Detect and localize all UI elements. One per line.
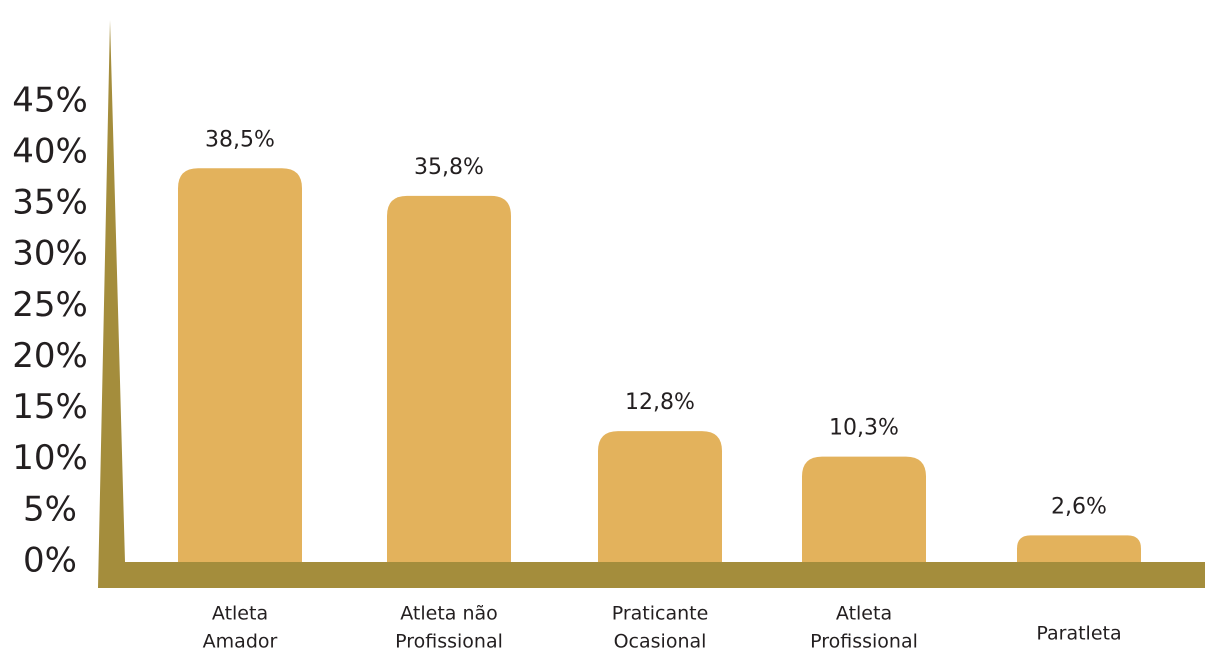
bar (1017, 535, 1141, 562)
y-tick-label: 15% (12, 387, 88, 427)
y-tick-label: 35% (12, 183, 88, 223)
y-tick-label: 30% (12, 234, 88, 274)
y-tick-label: 10% (12, 438, 88, 478)
x-tick-label: Paratleta (1036, 623, 1121, 645)
value-label: 10,3% (829, 416, 899, 441)
x-tick-label: Praticante (612, 603, 709, 625)
value-label: 2,6% (1051, 494, 1107, 519)
bar (178, 168, 302, 562)
x-tick-label: Amador (203, 631, 278, 653)
x-tick-label: Atleta (836, 603, 892, 625)
bar (802, 456, 926, 562)
x-tick-label: Profissional (395, 631, 503, 653)
x-tick-label: Atleta não (400, 603, 498, 625)
y-tick-label: 20% (12, 336, 88, 376)
x-tick-label: Atleta (212, 603, 268, 625)
y-tick-label: 45% (12, 80, 88, 120)
value-label: 12,8% (625, 390, 695, 415)
y-tick-label: 5% (23, 489, 77, 529)
y-tick-label: 25% (12, 285, 88, 325)
bar (387, 195, 511, 562)
x-tick-label: Ocasional (614, 631, 707, 653)
x-tick-label: Profissional (810, 631, 918, 653)
value-label: 38,5% (205, 127, 275, 152)
y-tick-label: 40% (12, 131, 88, 171)
value-label: 35,8% (414, 155, 484, 180)
bar (598, 431, 722, 562)
y-tick-label: 0% (23, 541, 77, 581)
